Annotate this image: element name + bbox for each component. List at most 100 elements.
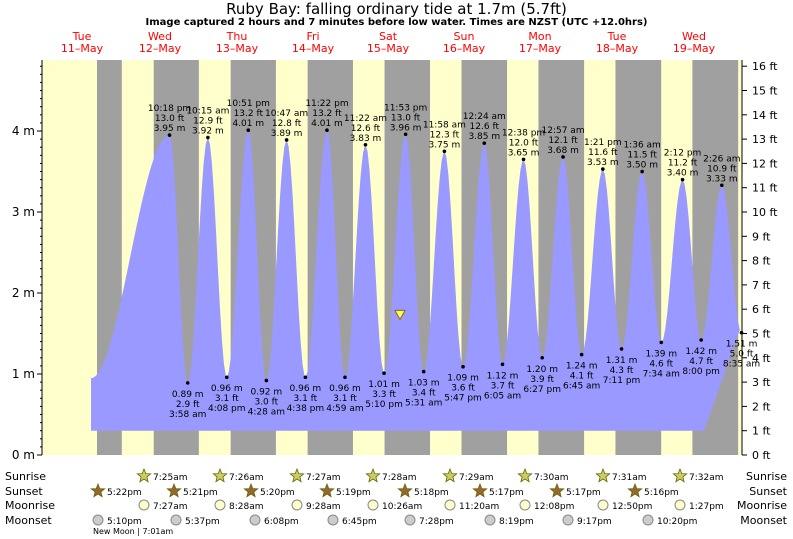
high-tide-marker <box>284 138 289 142</box>
moonset-time: 8:19pm <box>499 517 534 527</box>
moonrise-icon <box>444 499 456 511</box>
high-tide-marker <box>325 128 329 133</box>
low-tide-label: 4.7 ft <box>689 357 713 367</box>
high-tide-label: 13.0 ft <box>391 113 421 123</box>
left-tick-label: 1 m <box>12 367 35 381</box>
day-name-label: Thu <box>226 30 248 43</box>
low-tide-marker <box>224 375 229 380</box>
low-tide-label: 0.92 m <box>250 387 282 397</box>
astro-row-label: Sunrise <box>5 470 46 483</box>
astro-row-label: Sunset <box>749 485 787 498</box>
low-tide-label: 7:11 pm <box>603 376 641 386</box>
low-tide-label: 4.1 ft <box>570 372 594 382</box>
astro-row-label: Sunrise <box>746 470 787 483</box>
high-tide-marker <box>167 133 172 137</box>
moonrise-time: 8:28am <box>229 502 264 512</box>
low-tide-label: 5:47 pm <box>444 394 482 404</box>
low-tide-label: 0.96 m <box>329 384 361 394</box>
sunset-icon <box>472 482 488 498</box>
low-tide-label: 4:59 am <box>326 404 363 414</box>
moonset-icon <box>327 514 339 526</box>
high-tide-label: 3.40 m <box>667 169 699 179</box>
high-tide-label: 12:38 pm <box>502 128 545 138</box>
right-tick-label: 7 ft <box>752 279 771 292</box>
moonset-time: 5:10pm <box>107 517 142 527</box>
low-tide-label: 0.96 m <box>211 384 243 394</box>
right-tick-label: 13 ft <box>752 133 778 146</box>
low-tide-label: 3.9 ft <box>530 375 554 385</box>
sunrise-icon <box>672 467 688 483</box>
sunset-icon <box>627 482 643 498</box>
low-tide-label: 5:10 pm <box>365 400 403 410</box>
sunset-time: 5:21pm <box>183 488 218 498</box>
current-level-marker <box>394 309 406 321</box>
right-tick-label: 2 ft <box>752 400 771 413</box>
low-tide-label: 3.1 ft <box>215 394 239 404</box>
low-tide-label: 1.09 m <box>447 374 479 384</box>
right-tick-label: 1 ft <box>752 425 771 438</box>
moonset-icon <box>404 514 416 526</box>
low-tide-label: 3.1 ft <box>333 394 357 404</box>
high-tide-label: 11:22 pm <box>305 99 348 109</box>
low-tide-marker <box>461 364 465 369</box>
right-tick-label: 0 ft <box>752 449 771 462</box>
moonrise-icon <box>138 499 150 511</box>
moonset-time: 9:17pm <box>577 517 612 527</box>
sunset-time: 5:18pm <box>414 488 449 498</box>
high-tide-marker <box>206 135 210 140</box>
moonrise-icon <box>674 499 686 511</box>
low-tide-label: 1.31 m <box>606 356 638 366</box>
moonrise-icon <box>519 499 531 511</box>
high-tide-label: 1:36 am <box>623 141 660 151</box>
high-tide-label: 11.2 ft <box>668 159 698 169</box>
high-tide-label: 3.83 m <box>350 134 382 144</box>
sunrise-time: 7:28am <box>382 473 417 483</box>
low-tide-marker <box>303 375 308 380</box>
low-tide-label: 0.89 m <box>172 390 204 400</box>
high-tide-marker <box>561 155 565 159</box>
day-name-label: Sun <box>454 30 475 43</box>
sunrise-icon <box>212 467 228 483</box>
high-tide-label: 3.33 m <box>706 174 738 184</box>
moonrise-time: 10:26am <box>382 502 422 512</box>
low-tide-label: 4:28 am <box>248 407 285 417</box>
low-tide-marker <box>382 371 386 375</box>
sunrise-time: 7:27am <box>306 473 341 483</box>
moonrise-time: 12:50pm <box>612 502 652 512</box>
day-date-label: 15–May <box>367 42 410 55</box>
sunrise-icon <box>136 467 152 483</box>
sunrise-time: 7:31am <box>612 473 647 483</box>
right-tick-label: 6 ft <box>752 303 771 316</box>
right-tick-label: 8 ft <box>752 255 771 268</box>
low-tide-marker <box>699 338 703 342</box>
high-tide-marker <box>521 157 526 162</box>
high-tide-label: 3.53 m <box>587 158 619 168</box>
sunrise-time: 7:25am <box>153 473 188 483</box>
astro-row-label: Moonset <box>740 514 787 527</box>
low-tide-label: 3.4 ft <box>412 389 436 399</box>
low-tide-label: 1.24 m <box>566 362 598 372</box>
right-tick-label: 9 ft <box>752 230 771 243</box>
moonrise-time: 1:27pm <box>689 502 724 512</box>
right-tick-label: 11 ft <box>752 182 778 195</box>
low-tide-marker <box>185 381 190 385</box>
right-tick-label: 4 ft <box>752 352 771 365</box>
moonset-icon <box>562 514 574 526</box>
moonset-icon <box>249 514 261 526</box>
high-tide-label: 12.8 ft <box>272 119 302 129</box>
high-tide-marker <box>680 177 685 182</box>
high-tide-label: 12.3 ft <box>430 130 460 140</box>
low-tide-label: 3.0 ft <box>254 397 278 407</box>
high-tide-label: 11:22 am <box>344 114 387 124</box>
sunset-time: 5:22pm <box>107 488 142 498</box>
right-tick-label: 16 ft <box>752 60 778 73</box>
sunset-time: 5:17pm <box>566 488 601 498</box>
day-date-label: 17–May <box>519 42 562 55</box>
sunset-icon <box>319 482 335 498</box>
low-tide-marker <box>659 340 664 345</box>
right-tick-label: 12 ft <box>752 157 778 170</box>
high-tide-label: 13.2 ft <box>312 109 342 119</box>
moonrise-icon <box>367 499 379 511</box>
right-tick-label: 5 ft <box>752 328 771 341</box>
